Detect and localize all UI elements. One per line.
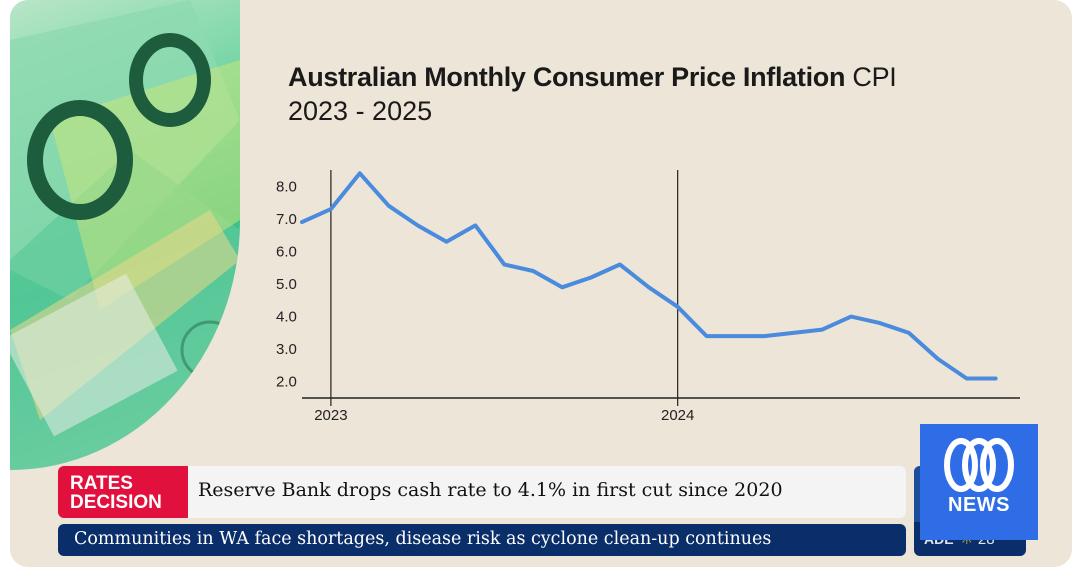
chart-subtitle: 2023 - 2025 [288,96,433,126]
y-tick-label: 7.0 [276,211,297,228]
x-tick-label: 2024 [661,407,694,424]
y-tick-label: 6.0 [276,243,297,260]
tag-line-1: RATES [70,473,133,494]
cpi-series-line [300,171,998,381]
broadcast-frame: Australian Monthly Consumer Price Inflat… [10,0,1072,567]
news-crawl-text: Communities in WA face shortages, diseas… [74,529,772,549]
y-tick-label: 2.0 [276,374,297,391]
chart-title: Australian Monthly Consumer Price Inflat… [288,62,897,92]
abc-news-logo: NEWS [920,424,1038,540]
headline-text: Reserve Bank drops cash rate to 4.1% in … [198,479,783,501]
abc-lissajous-icon [944,438,1014,492]
y-tick-label: 5.0 [276,276,297,293]
headline-ticker-bar [58,466,906,518]
news-crawl-bar [58,524,906,556]
rates-decision-tag: RATES DECISION [58,466,188,518]
banknote-illustration [10,0,240,470]
banknote-background-image [10,0,240,470]
cpi-line-chart: 8.0 7.0 6.0 5.0 4.0 3.0 2.0 2023 2024 [276,170,1020,424]
abc-news-wordmark: NEWS [948,494,1010,516]
y-tick-label: 4.0 [276,309,297,326]
x-tick-label: 2023 [314,407,347,424]
y-tick-label: 8.0 [276,178,297,195]
y-tick-label: 3.0 [276,341,297,358]
tag-line-2: DECISION [70,492,162,513]
